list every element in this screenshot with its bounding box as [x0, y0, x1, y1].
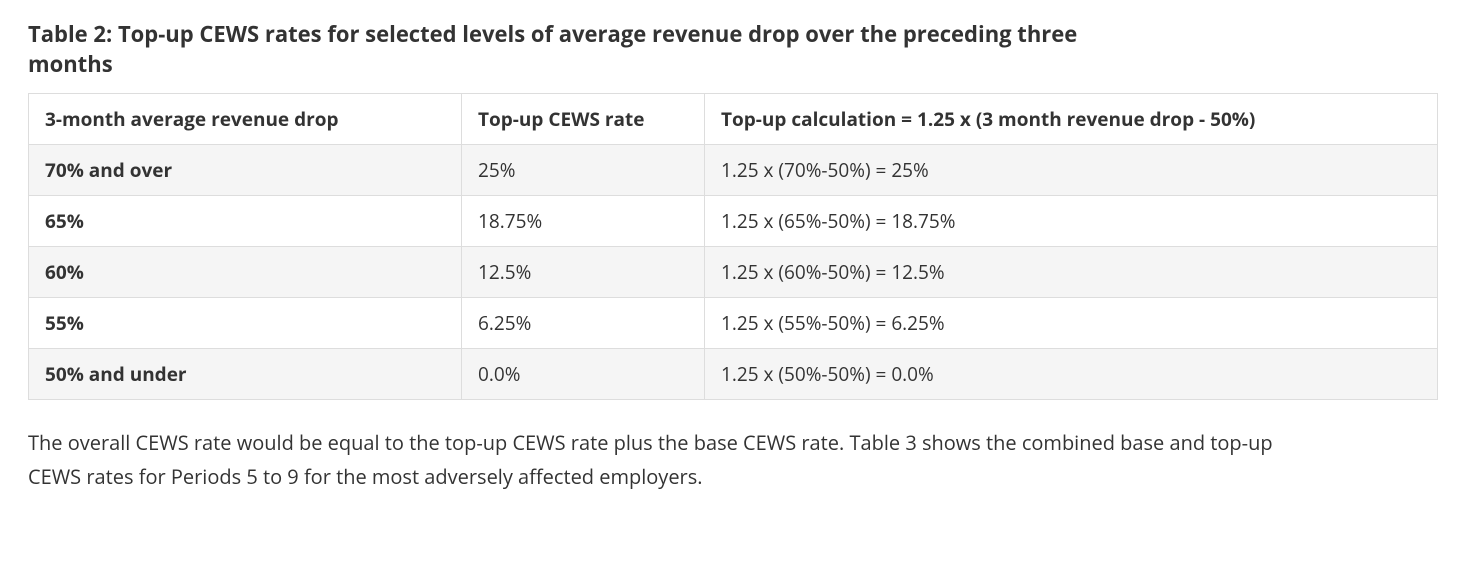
- cell-calc: 1.25 x (65%-50%) = 18.75%: [705, 196, 1438, 247]
- col-header-calc: Top-up calculation = 1.25 x (3 month rev…: [705, 94, 1438, 145]
- table-header-row: 3-month average revenue drop Top-up CEWS…: [29, 94, 1438, 145]
- cell-rate: 25%: [462, 145, 705, 196]
- cell-rate: 12.5%: [462, 247, 705, 298]
- cell-drop: 65%: [29, 196, 462, 247]
- table-caption: Table 2: Top-up CEWS rates for selected …: [28, 20, 1128, 79]
- cell-rate: 6.25%: [462, 298, 705, 349]
- col-header-rate: Top-up CEWS rate: [462, 94, 705, 145]
- table-row: 50% and under 0.0% 1.25 x (50%-50%) = 0.…: [29, 349, 1438, 400]
- cell-calc: 1.25 x (70%-50%) = 25%: [705, 145, 1438, 196]
- following-paragraph: The overall CEWS rate would be equal to …: [28, 426, 1328, 494]
- cell-calc: 1.25 x (55%-50%) = 6.25%: [705, 298, 1438, 349]
- cell-drop: 70% and over: [29, 145, 462, 196]
- cell-drop: 55%: [29, 298, 462, 349]
- cell-calc: 1.25 x (60%-50%) = 12.5%: [705, 247, 1438, 298]
- table-row: 65% 18.75% 1.25 x (65%-50%) = 18.75%: [29, 196, 1438, 247]
- cell-drop: 50% and under: [29, 349, 462, 400]
- cews-rate-table: 3-month average revenue drop Top-up CEWS…: [28, 93, 1438, 400]
- table-row: 55% 6.25% 1.25 x (55%-50%) = 6.25%: [29, 298, 1438, 349]
- cell-rate: 0.0%: [462, 349, 705, 400]
- table-row: 60% 12.5% 1.25 x (60%-50%) = 12.5%: [29, 247, 1438, 298]
- table-row: 70% and over 25% 1.25 x (70%-50%) = 25%: [29, 145, 1438, 196]
- cell-rate: 18.75%: [462, 196, 705, 247]
- cell-drop: 60%: [29, 247, 462, 298]
- col-header-drop: 3-month average revenue drop: [29, 94, 462, 145]
- cell-calc: 1.25 x (50%-50%) = 0.0%: [705, 349, 1438, 400]
